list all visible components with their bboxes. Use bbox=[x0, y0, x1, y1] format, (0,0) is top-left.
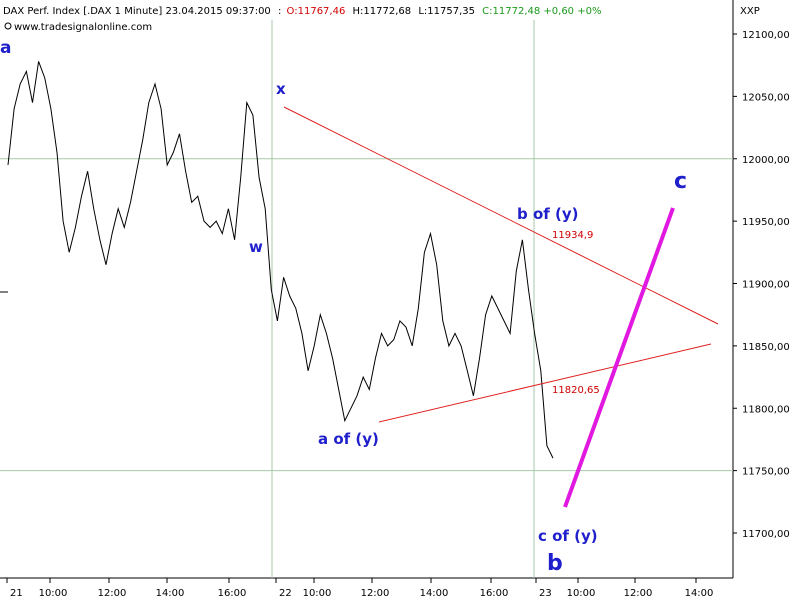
x-tick-label-3: 14:00 bbox=[156, 588, 185, 599]
y-tick-label-5: 11850,00 bbox=[742, 342, 790, 353]
projection-line bbox=[563, 207, 675, 508]
x-tick-label-5: 22 bbox=[279, 588, 292, 599]
lower-trendline bbox=[378, 343, 712, 423]
header-high: H:11772,68 bbox=[353, 6, 412, 17]
x-tick-label-10: 23 bbox=[539, 588, 552, 599]
price-axis: 12100,00 12050,00 12000,00 11950,00 11900,00… bbox=[733, 30, 790, 540]
source-line: www.tradesignalonline.com bbox=[4, 22, 152, 33]
x-tick-label-0: 21 bbox=[10, 588, 23, 599]
x-tick-label-2: 12:00 bbox=[98, 588, 127, 599]
level-label-lower: 11820,65 bbox=[552, 385, 600, 396]
level-label-upper: 11934,9 bbox=[552, 230, 593, 241]
header-close-change: C:11772,48 +0,60 +0% bbox=[482, 6, 601, 17]
wave-label-b-of-y: b of (y) bbox=[517, 205, 579, 223]
wave-label-c-major: c bbox=[674, 169, 687, 194]
x-tick-label-6: 10:00 bbox=[303, 588, 332, 599]
header-symbol: DAX Perf. Index [.DAX 1 Minute] 23.04.20… bbox=[3, 6, 271, 17]
x-tick-label-4: 16:00 bbox=[218, 588, 247, 599]
x-tick-label-7: 12:00 bbox=[361, 588, 390, 599]
chart-header: DAX Perf. Index [.DAX 1 Minute] 23.04.20… bbox=[3, 6, 601, 17]
x-tick-label-1: 10:00 bbox=[39, 588, 68, 599]
header-low: L:11757,35 bbox=[418, 6, 475, 17]
wave-label-w: w bbox=[249, 238, 263, 256]
y-tick-label-0: 12100,00 bbox=[742, 30, 790, 41]
x-tick-label-9: 16:00 bbox=[480, 588, 509, 599]
axis-code: XXP bbox=[740, 6, 760, 17]
y-tick-label-4: 11900,00 bbox=[742, 280, 790, 291]
x-tick-label-13: 14:00 bbox=[685, 588, 714, 599]
y-tick-label-8: 11700,00 bbox=[742, 529, 790, 540]
y-tick-label-3: 11950,00 bbox=[742, 217, 790, 228]
x-tick-label-11: 10:00 bbox=[567, 588, 596, 599]
price-series-line bbox=[7, 61, 554, 459]
header-open: O:11767,46 bbox=[287, 6, 346, 17]
y-tick-label-2: 12000,00 bbox=[742, 155, 790, 166]
copyright-icon bbox=[4, 22, 12, 30]
source-text: www.tradesignalonline.com bbox=[14, 22, 152, 33]
wave-label-a-of-y: a of (y) bbox=[318, 430, 379, 448]
time-axis: 21 10:00 12:00 14:00 16:00 22 10:00 12:00 14:00 1… bbox=[6, 578, 714, 599]
wave-label-b-major: b bbox=[547, 551, 563, 576]
wave-label-a-top: a bbox=[0, 38, 11, 58]
y-tick-label-6: 11800,00 bbox=[742, 404, 790, 415]
y-tick-label-1: 12050,00 bbox=[742, 92, 790, 103]
header-separator: : bbox=[278, 6, 281, 17]
x-tick-label-8: 14:00 bbox=[420, 588, 449, 599]
y-tick-label-7: 11750,00 bbox=[742, 467, 790, 478]
gridlines bbox=[0, 20, 733, 578]
wave-label-c-of-y: c of (y) bbox=[538, 527, 598, 545]
x-tick-label-12: 12:00 bbox=[624, 588, 653, 599]
wave-label-x: x bbox=[276, 80, 286, 98]
